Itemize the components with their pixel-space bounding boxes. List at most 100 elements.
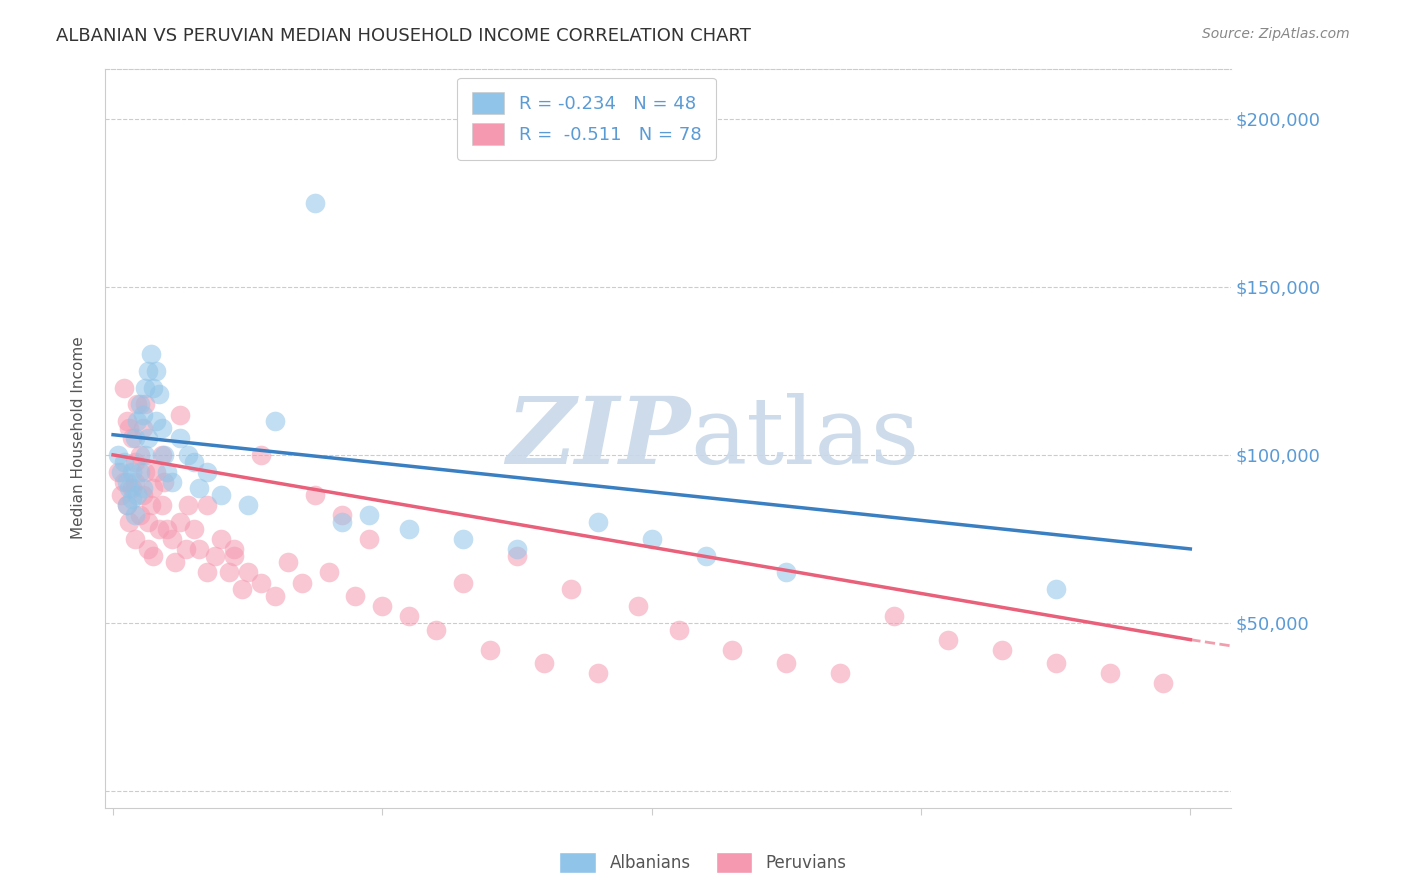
Point [127,488,149,502]
Point [131,421,153,435]
Point [131,488,153,502]
Point [318,566,340,580]
Y-axis label: Median Household Income: Median Household Income [72,336,86,540]
Point [118,482,141,496]
Legend: R = -0.234   N = 48, R =  -0.511   N = 78: R = -0.234 N = 48, R = -0.511 N = 78 [457,78,716,160]
Point [533,656,555,670]
Point [1045,582,1067,597]
Point [121,465,143,479]
Text: ALBANIAN VS PERUVIAN MEDIAN HOUSEHOLD INCOME CORRELATION CHART: ALBANIAN VS PERUVIAN MEDIAN HOUSEHOLD IN… [56,27,751,45]
Point [142,381,165,395]
Point [136,541,159,556]
Point [136,431,159,445]
Point [560,582,582,597]
Point [145,465,167,479]
Point [129,397,152,411]
Text: Source: ZipAtlas.com: Source: ZipAtlas.com [1202,27,1350,41]
Point [107,448,129,462]
Point [177,498,200,512]
Point [136,515,159,529]
Point [148,387,170,401]
Point [107,465,129,479]
Point [304,195,326,210]
Point [163,555,186,569]
Point [236,566,259,580]
Point [148,522,170,536]
Point [188,482,211,496]
Point [775,656,797,670]
Point [169,408,191,422]
Point [183,522,205,536]
Point [451,532,474,546]
Point [277,555,299,569]
Point [131,482,153,496]
Point [250,448,273,462]
Point [250,575,273,590]
Point [115,414,138,428]
Point [506,549,529,563]
Point [169,431,191,445]
Point [357,508,380,523]
Point [150,421,173,435]
Point [110,488,132,502]
Point [110,465,132,479]
Point [177,448,200,462]
Point [398,522,420,536]
Point [142,482,165,496]
Point [124,508,146,523]
Point [236,498,259,512]
Point [1045,656,1067,670]
Point [183,454,205,468]
Point [150,448,173,462]
Point [330,515,353,529]
Point [195,498,218,512]
Point [118,421,141,435]
Point [156,465,179,479]
Point [344,589,367,603]
Text: atlas: atlas [690,393,920,483]
Point [357,532,380,546]
Point [127,414,149,428]
Point [1152,676,1174,690]
Point [121,482,143,496]
Point [209,488,232,502]
Legend: Albanians, Peruvians: Albanians, Peruvians [553,846,853,880]
Point [118,515,141,529]
Point [121,431,143,445]
Point [695,549,717,563]
Point [162,532,184,546]
Point [209,532,232,546]
Point [124,454,146,468]
Text: ZIP: ZIP [506,393,690,483]
Point [224,541,246,556]
Point [991,642,1014,657]
Point [330,508,353,523]
Point [134,448,156,462]
Point [139,347,162,361]
Point [479,642,502,657]
Point [145,414,167,428]
Point [218,566,240,580]
Point [425,623,447,637]
Point [112,475,135,489]
Point [153,475,176,489]
Point [195,465,218,479]
Point [134,465,156,479]
Point [129,448,152,462]
Point [112,454,135,468]
Point [124,475,146,489]
Point [112,381,135,395]
Point [506,541,529,556]
Point [586,515,609,529]
Point [586,666,609,681]
Point [142,549,165,563]
Point [291,575,314,590]
Point [124,431,146,445]
Point [721,642,744,657]
Point [371,599,394,613]
Point [136,364,159,378]
Point [115,498,138,512]
Point [668,623,690,637]
Point [162,475,184,489]
Point [121,491,143,506]
